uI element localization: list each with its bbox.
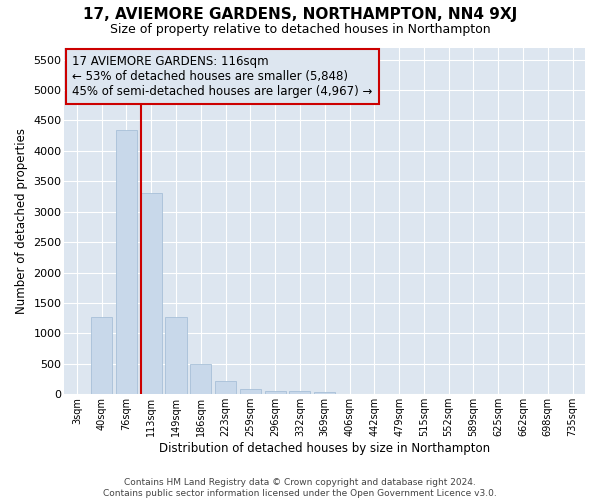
Text: 17, AVIEMORE GARDENS, NORTHAMPTON, NN4 9XJ: 17, AVIEMORE GARDENS, NORTHAMPTON, NN4 9… bbox=[83, 8, 517, 22]
Bar bbox=[116, 130, 137, 394]
X-axis label: Distribution of detached houses by size in Northampton: Distribution of detached houses by size … bbox=[159, 442, 490, 455]
Text: 17 AVIEMORE GARDENS: 116sqm
← 53% of detached houses are smaller (5,848)
45% of : 17 AVIEMORE GARDENS: 116sqm ← 53% of det… bbox=[72, 55, 373, 98]
Bar bbox=[166, 317, 187, 394]
Bar bbox=[215, 381, 236, 394]
Bar bbox=[140, 194, 162, 394]
Bar bbox=[265, 390, 286, 394]
Bar bbox=[190, 364, 211, 394]
Bar bbox=[91, 317, 112, 394]
Bar bbox=[240, 388, 261, 394]
Text: Size of property relative to detached houses in Northampton: Size of property relative to detached ho… bbox=[110, 22, 490, 36]
Y-axis label: Number of detached properties: Number of detached properties bbox=[15, 128, 28, 314]
Text: Contains HM Land Registry data © Crown copyright and database right 2024.
Contai: Contains HM Land Registry data © Crown c… bbox=[103, 478, 497, 498]
Bar bbox=[314, 392, 335, 394]
Bar bbox=[289, 392, 310, 394]
